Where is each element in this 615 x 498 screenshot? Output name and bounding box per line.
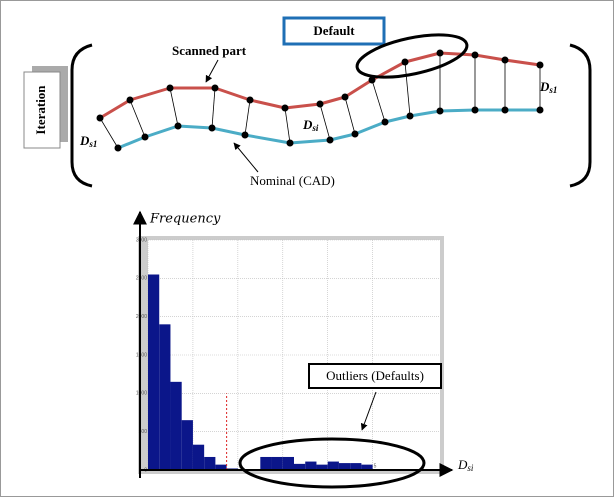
point (326, 136, 334, 144)
ds1-right: Ds1 (539, 79, 557, 95)
bar (350, 463, 362, 470)
scanned-label: Scanned part (172, 43, 247, 58)
bar (271, 456, 283, 470)
bar (282, 456, 294, 470)
curves (96, 49, 544, 152)
right-bracket (569, 43, 592, 188)
point (208, 124, 216, 132)
bar (215, 464, 227, 470)
point (211, 84, 219, 92)
point (536, 61, 544, 69)
point (341, 93, 349, 101)
point (281, 104, 289, 112)
point (246, 96, 254, 104)
histogram: 050010001500200025003000012345 (136, 237, 440, 473)
connector (371, 79, 386, 123)
left-bracket (70, 43, 93, 188)
connector (169, 87, 179, 127)
default-label: Default (313, 23, 355, 38)
point (406, 112, 414, 120)
y-tick-label: 2000 (136, 314, 147, 320)
point (166, 84, 174, 92)
dsi-label: Dsi (302, 117, 319, 133)
bar (192, 444, 205, 470)
connector (244, 99, 251, 136)
y-tick-label: 1500 (136, 352, 147, 358)
nominal-label: Nominal (CAD) (250, 173, 335, 188)
point (381, 118, 389, 126)
ds1-left: Ds1 (79, 133, 97, 149)
point (471, 106, 479, 114)
point (501, 106, 509, 114)
bar (361, 464, 373, 470)
bar (316, 464, 328, 470)
point (141, 133, 149, 141)
bar (170, 381, 182, 470)
point (368, 76, 376, 84)
bar (181, 420, 193, 470)
annotation: Outliers (Defaults) (326, 368, 424, 383)
bar (294, 463, 306, 470)
bar (338, 463, 351, 470)
point (436, 107, 444, 115)
point (436, 49, 444, 57)
connector (319, 103, 331, 141)
point (241, 131, 249, 139)
x-tick-label: 5 (374, 463, 377, 469)
point (471, 51, 479, 59)
bar (327, 461, 339, 470)
point (286, 139, 294, 147)
bar (204, 456, 216, 470)
iteration-box (23, 71, 61, 149)
annotation-arrow (360, 391, 377, 431)
iteration-label: Iteration (33, 85, 48, 135)
connector (404, 61, 411, 117)
nominal-arrow (233, 142, 259, 173)
annotation-box (308, 363, 442, 389)
y-tick-label: 1000 (136, 391, 147, 397)
y-tick-label: 3000 (136, 237, 147, 243)
bar (148, 274, 160, 470)
point (126, 96, 134, 104)
point (501, 56, 509, 64)
connector (284, 107, 291, 144)
connector (344, 96, 356, 135)
bar (260, 456, 272, 470)
connector (129, 99, 146, 138)
point (536, 106, 544, 114)
scanned-curve (99, 51, 541, 120)
connector (99, 117, 119, 149)
point (174, 122, 182, 130)
scanned-arrow (205, 59, 219, 83)
bar (159, 324, 171, 470)
point (114, 144, 122, 152)
y-axis-label: Frequency (149, 212, 221, 227)
outlier-ellipse (238, 437, 426, 489)
default-box (282, 16, 386, 46)
point (401, 58, 409, 66)
nominal-curve (117, 108, 540, 150)
point (96, 114, 104, 122)
connector (211, 87, 216, 129)
point (351, 130, 359, 138)
x-axis-label: Dsi (457, 457, 474, 473)
point (316, 100, 324, 108)
bar (305, 461, 317, 470)
y-tick-label: 2500 (136, 276, 147, 282)
default-ellipse (355, 33, 469, 79)
y-tick-label: 500 (139, 429, 148, 435)
